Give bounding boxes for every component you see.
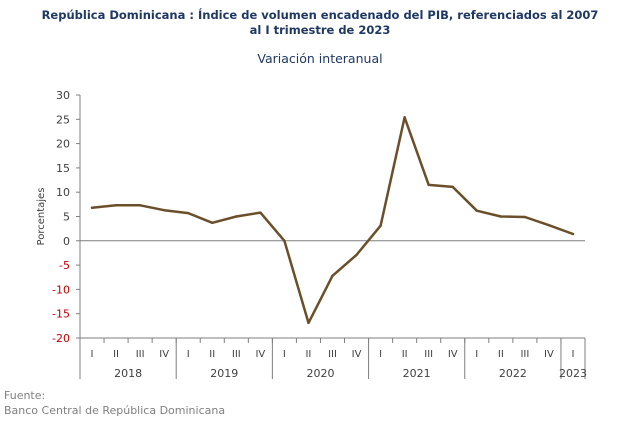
y-tick-label: 30	[56, 89, 70, 102]
chart-title-line2: al I trimestre de 2023	[249, 23, 391, 37]
data-point	[331, 274, 334, 277]
data-point	[283, 239, 286, 242]
source-label: Fuente:	[4, 389, 46, 402]
y-tick-label: 0	[63, 235, 70, 248]
quarter-label: IV	[159, 349, 169, 360]
data-point	[451, 185, 454, 189]
quarter-label: I	[475, 349, 478, 360]
data-point	[114, 204, 118, 207]
data-point	[211, 221, 214, 225]
quarter-label: II	[209, 349, 215, 360]
quarter-label: II	[113, 349, 119, 360]
year-label: 2021	[403, 367, 431, 380]
y-tick-label: -10	[52, 283, 70, 296]
quarter-label: I	[571, 349, 574, 360]
quarter-label: IV	[352, 349, 362, 360]
quarter-label: II	[305, 349, 311, 360]
series-line	[90, 116, 575, 325]
data-point	[571, 232, 575, 236]
data-point	[523, 215, 527, 219]
data-point	[475, 209, 478, 212]
quarter-label: I	[379, 349, 382, 360]
y-tick-label: 15	[56, 162, 70, 175]
chart-title-line1: República Dominicana : Índice de volumen…	[41, 8, 599, 22]
quarter-label: IV	[544, 349, 554, 360]
quarter-label: III	[424, 349, 433, 360]
year-label: 2018	[114, 367, 142, 380]
data-point	[235, 215, 238, 218]
data-point	[307, 321, 310, 325]
chart-subtitle: Variación interanual	[257, 51, 383, 66]
y-tick-label: -15	[52, 308, 70, 321]
chart-title: República Dominicana : Índice de volumen…	[0, 8, 640, 38]
quarter-label: III	[520, 349, 529, 360]
quarter-label: I	[187, 349, 190, 360]
y-tick-label: -5	[59, 259, 70, 272]
quarter-label: III	[232, 349, 241, 360]
source-text: Banco Central de República Dominicana	[4, 404, 226, 417]
year-label: 2020	[306, 367, 334, 380]
quarter-label: III	[136, 349, 145, 360]
quarter-label: III	[328, 349, 337, 360]
data-point	[162, 208, 166, 212]
year-label: 2019	[210, 367, 238, 380]
quarter-label: I	[91, 349, 94, 360]
data-point	[90, 206, 94, 209]
y-tick-label: 10	[56, 186, 70, 199]
year-label: 2022	[499, 367, 527, 380]
quarter-label: II	[402, 349, 408, 360]
y-axis-title: Porcentajes	[36, 188, 47, 246]
y-tick-label: 5	[63, 211, 70, 224]
data-point	[138, 204, 142, 207]
quarter-label: IV	[255, 349, 265, 360]
data-point	[259, 211, 262, 214]
data-point	[403, 116, 406, 119]
data-point	[499, 215, 503, 218]
data-point	[355, 253, 358, 257]
data-point	[187, 211, 190, 215]
y-tick-label: 25	[56, 113, 70, 126]
quarter-label: II	[498, 349, 504, 360]
y-tick-label: -20	[52, 332, 70, 345]
data-point	[547, 224, 551, 227]
quarter-label: IV	[448, 349, 458, 360]
data-point	[427, 183, 430, 187]
year-label: 2023	[559, 367, 587, 380]
y-tick-label: 20	[56, 138, 70, 151]
quarter-label: I	[283, 349, 286, 360]
data-point	[379, 224, 382, 227]
